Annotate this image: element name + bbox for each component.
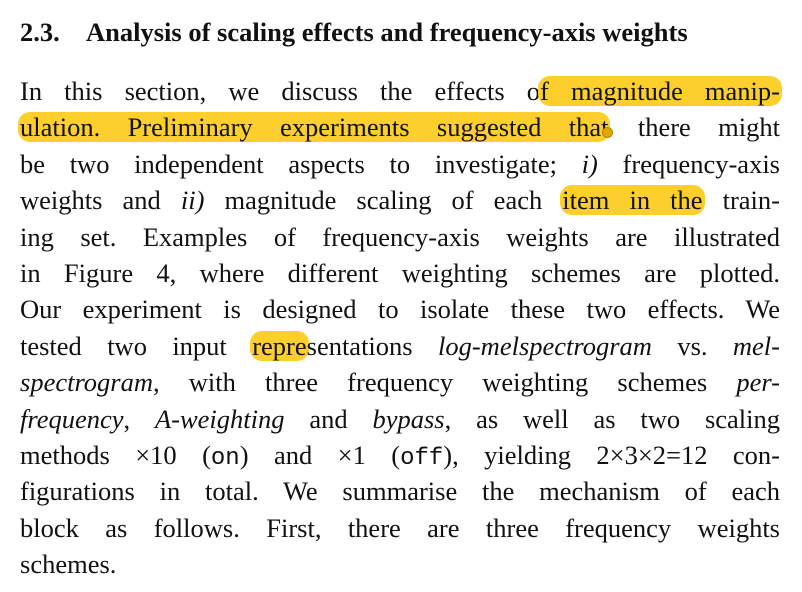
text-span: be two independent aspects to investigat… [20, 148, 582, 179]
text-line: Our experiment is designed to isolate th… [20, 294, 780, 325]
text-span: sentations [306, 330, 438, 361]
text-span: , as well as two scaling [444, 403, 781, 434]
highlight-preliminary-experiments[interactable]: ulation. Preliminary experiments suggest… [18, 112, 611, 143]
text-span: methods ×10 ( [20, 439, 211, 470]
text-span: In this section, we discuss the effects … [20, 76, 541, 106]
text-span: weights and [20, 185, 181, 216]
text-line: methods ×10 (on) and ×1 (off), yielding … [20, 437, 780, 473]
italic-text: bypass [372, 403, 445, 434]
body-paragraph: In this section, we discuss the effects … [18, 73, 782, 582]
code-text: off [400, 444, 444, 472]
text-line: schemes. [20, 549, 117, 580]
italic-text: log-melspectrogram [438, 330, 652, 361]
text-line: tested two input representations log-mel… [20, 328, 780, 364]
italic-text: A-weighting [154, 403, 285, 434]
text-span: vs. [651, 330, 733, 361]
text-line: block as follows. First, there are three… [20, 512, 780, 543]
italic-text: per- [736, 367, 780, 398]
italic-text: spectrogram [20, 367, 153, 398]
text-span: and [284, 403, 373, 434]
text-line: ulation. Preliminary experiments suggest… [18, 109, 780, 145]
text-span: ), yielding 2×3×2=12 con- [443, 439, 780, 470]
text-line: be two independent aspects to investigat… [20, 146, 780, 182]
italic-text: i) [581, 148, 598, 179]
section-title: Analysis of scaling effects and frequenc… [86, 17, 688, 47]
section-heading: 2.3. Analysis of scaling effects and freq… [20, 14, 780, 50]
highlight-repre[interactable]: repre [250, 330, 309, 361]
code-text: on [210, 444, 240, 472]
text-span: ) and ×1 ( [239, 439, 401, 470]
text-span: there might [610, 112, 780, 143]
text-line: In this section, we discuss the effects … [20, 73, 782, 109]
text-cursor-handle-icon[interactable] [602, 127, 614, 139]
text-span: , [123, 403, 155, 434]
text-line: figurations in total. We summarise the m… [20, 476, 780, 507]
text-line: weights and ii) magnitude scaling of eac… [20, 182, 780, 218]
text-span: , with three frequency weighting schemes [152, 367, 737, 398]
highlight-item-in-the[interactable]: item in the [560, 185, 705, 216]
text-line: spectrogram, with three frequency weight… [20, 364, 780, 400]
text-span: frequency-axis [597, 148, 780, 179]
text-line: in Figure 4, where different weighting s… [20, 257, 780, 288]
italic-text: mel- [732, 330, 780, 361]
highlight-magnitude-manipulation[interactable]: f magnitude manip- [538, 76, 782, 106]
text-span: tested two input [20, 330, 253, 361]
italic-text: frequency [20, 403, 124, 434]
text-line: ing set. Examples of frequency-axis weig… [20, 221, 780, 252]
text-span: magnitude scaling of each [204, 185, 563, 216]
italic-text: ii) [180, 185, 205, 216]
text-span: train- [702, 185, 780, 216]
text-line: frequency, A-weighting and bypass, as we… [20, 401, 780, 437]
section-number: 2.3. [20, 17, 60, 47]
